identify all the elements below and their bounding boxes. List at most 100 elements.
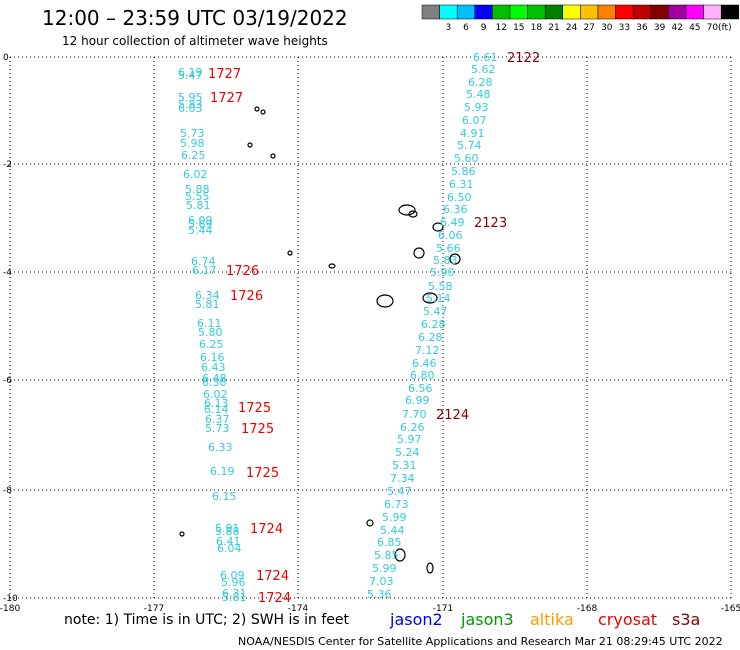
west-pass-swh-label: 5.83: [178, 98, 203, 111]
west-pass-swh-label: 6.30: [202, 376, 227, 389]
west-pass-swh-label: 6.25: [181, 149, 206, 162]
west-pass-swh-label: 6.15: [212, 490, 237, 503]
lat-tick-label: -8: [3, 486, 12, 496]
color-scale-tick-label: 6: [463, 23, 469, 33]
west-pass-swh-label: 6.17: [192, 264, 217, 277]
satellite-s3a-label: s3a: [672, 610, 701, 629]
east-pass-swh-label: 7.70: [402, 408, 427, 421]
island-outline: [398, 204, 416, 216]
lon-tick-label: -171: [433, 604, 453, 614]
west-pass-swh-label: 5.55: [185, 190, 210, 203]
color-scale-bar: 3 6 9 12 15 18 21 24 27 30 33 36 39 42 45 70 (ft): [421, 4, 740, 33]
lon-tick-label: -174: [288, 604, 309, 614]
color-scale-tick-label: 24: [566, 23, 578, 33]
east-pass-swh-label: 5.86: [451, 165, 476, 178]
east-pass-swh-label: 6.80: [410, 369, 435, 382]
east-pass-swh-label: 7.34: [390, 472, 415, 485]
color-scale-swatch: [544, 4, 564, 20]
east-pass-swh-label: 5.44: [380, 524, 405, 537]
west-pass-swh-label: 6.09: [220, 569, 245, 582]
west-pass-swh-label: 6.19: [210, 465, 235, 478]
satellite-legend: jason2 jason3 altika cryosat s3a: [0, 610, 740, 630]
west-pass-swh-label: 5.69: [188, 218, 213, 231]
lat-lon-grid: [9, 56, 732, 599]
west-pass-swh-label: 5.73: [180, 127, 205, 140]
island-outline: [328, 263, 336, 269]
island-outline: [408, 210, 418, 218]
lat-tick-label: -2: [3, 160, 12, 170]
east-pass-swh-label: 5.83: [433, 254, 458, 267]
west-pass-swh-label: 6.43: [201, 361, 226, 374]
west-pass-time-label: 1724: [256, 569, 289, 584]
color-scale-tick-label: 12: [495, 23, 506, 33]
lon-tick-label: -168: [577, 604, 598, 614]
island-outline: [413, 247, 425, 259]
east-pass-swh-label: 6.73: [384, 498, 409, 511]
west-pass-swh-label: 6.37: [205, 413, 230, 426]
island-outline: [449, 253, 461, 265]
axis-labels: -180 -177 -174 -171 -168 -165 0 -2 -4 -6 -8 -10: [0, 53, 740, 614]
west-pass-swh-label: 5.81: [195, 298, 220, 311]
color-scale-swatch: [509, 4, 528, 20]
east-pass-swh-label: 5.48: [466, 88, 491, 101]
color-scale-swatch: [527, 4, 546, 20]
east-pass-swh-label: 5.99: [382, 511, 407, 524]
east-pass-swh-label: 5.62: [471, 63, 496, 76]
color-scale-tick-label: 33: [619, 23, 630, 33]
color-scale-tick-label: 27: [583, 23, 594, 33]
east-pass-swh-label: 5.66: [436, 242, 461, 255]
east-pass-swh-label: 5.24: [395, 446, 420, 459]
color-scale-swatch: [703, 4, 722, 20]
island-outline: [426, 562, 434, 574]
east-pass-swh-label: 4.91: [460, 127, 485, 140]
west-pass-swh-label: 6.34: [195, 289, 220, 302]
west-pass-time-label: 1725: [246, 466, 279, 481]
east-pass-swh-label: 7.03: [369, 575, 394, 588]
east-pass-swh-label: 6.85: [377, 536, 402, 549]
east-pass-swh-label: 5.14: [426, 292, 451, 305]
color-scale-swatch: [474, 4, 493, 20]
west-pass-swh-label: 6.11: [197, 317, 222, 330]
east-pass-swh-label: 5.93: [464, 101, 489, 114]
east-pass-swh-label: 6.07: [462, 114, 487, 127]
color-scale-swatch: [632, 4, 652, 20]
island-outline: [270, 153, 276, 159]
west-pass-swh-label: 6.19: [178, 66, 203, 79]
east-pass-swh-label: 6.28: [421, 318, 446, 331]
east-pass-swh-label: 6.49: [440, 216, 465, 229]
east-pass-time-label: 2124: [436, 408, 469, 423]
west-pass-time-label: 1727: [210, 91, 243, 106]
color-scale-tick-label: 9: [481, 23, 487, 33]
east-pass-swh-label: 7.12: [415, 344, 440, 357]
color-scale-tick-label: 42: [671, 23, 682, 33]
west-pass-swh-label: 6.09: [188, 214, 213, 227]
west-pass-swh-label: 6.03: [178, 102, 203, 115]
west-pass-swh-label: 6.04: [217, 542, 242, 555]
lon-tick-label: -177: [144, 604, 164, 614]
west-pass-swh-label: 6.02: [203, 388, 228, 401]
east-pass-swh-label: 5.60: [454, 152, 479, 165]
color-scale-swatch: [580, 4, 599, 20]
east-pass-swh-label: 5.47: [387, 485, 412, 498]
west-pass-time-label: 1726: [226, 264, 259, 279]
east-pass-swh-label: 6.50: [447, 191, 472, 204]
island-outline: [422, 292, 438, 304]
east-pass-swh-label: 5.47: [423, 305, 448, 318]
east-pass-track: 6.615.626.285.485.936.074.915.745.605.86…: [367, 51, 540, 601]
color-scale-swatch: [492, 4, 511, 20]
west-pass-time-label: 1724: [258, 591, 291, 606]
color-scale-tick-label: 30: [601, 23, 613, 33]
west-pass-swh-label: 5.73: [205, 422, 230, 435]
west-pass-swh-label: 5.47: [178, 69, 203, 82]
east-pass-swh-label: 6.46: [412, 357, 437, 370]
east-pass-swh-label: 6.36: [443, 203, 468, 216]
east-pass-time-label: 2123: [474, 216, 507, 231]
satellite-altika-label: altika: [530, 610, 574, 629]
color-scale-tick-label: 15: [513, 23, 524, 33]
lon-tick-label: -180: [0, 604, 20, 614]
west-pass-swh-label: 6.02: [183, 168, 208, 181]
west-pass-swh-label: 6.31: [222, 587, 247, 600]
color-scale-tick-label: 39: [654, 23, 666, 33]
footer-note: note: 1) Time is in UTC; 2) SWH is in fe…: [64, 612, 350, 628]
credit-line: NOAA/NESDIS Center for Satellite Applica…: [238, 635, 723, 648]
